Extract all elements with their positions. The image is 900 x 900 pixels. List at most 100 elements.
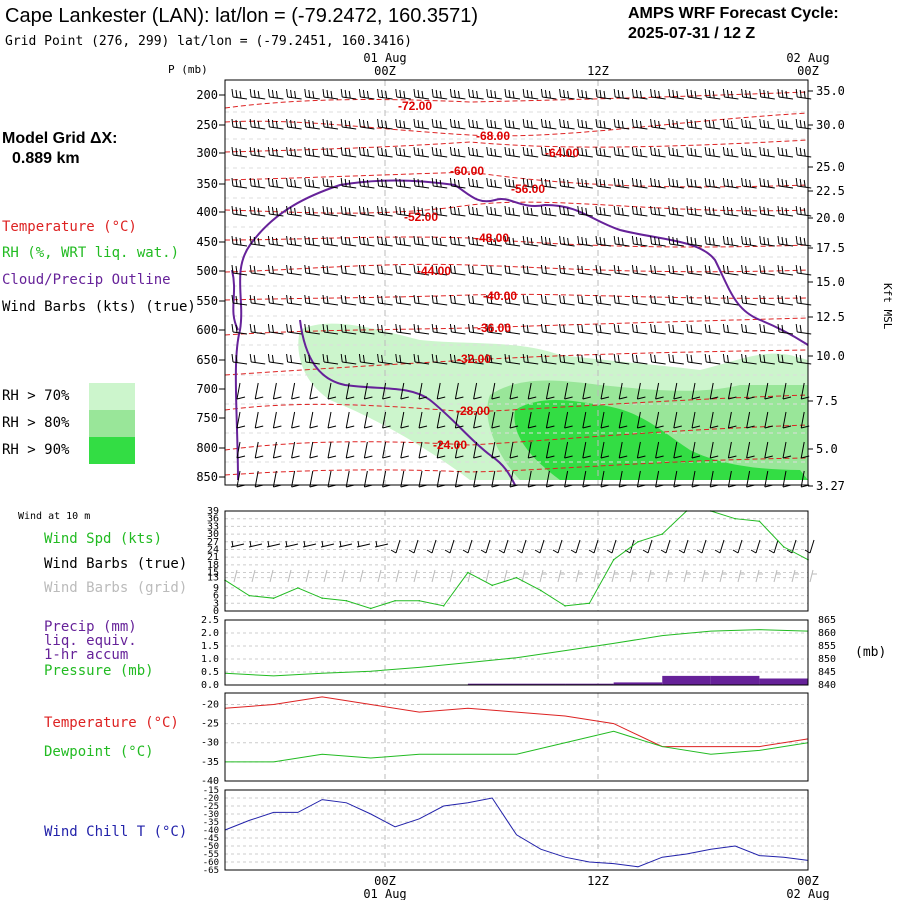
- wind-barb: [522, 264, 539, 276]
- dewpoint-label: Dewpoint (°C): [44, 744, 154, 760]
- wind-barb: [704, 353, 721, 365]
- wind-barb: [704, 323, 721, 335]
- wind-barb-10m: [374, 540, 389, 548]
- wind-barb: [595, 323, 612, 335]
- wind-barb: [431, 118, 448, 130]
- legend-rh90-swatch: [89, 437, 135, 464]
- wind-barb: [395, 264, 411, 276]
- wind-barb: [686, 88, 703, 100]
- wind-barb: [504, 146, 521, 158]
- wind-barb: [449, 146, 466, 158]
- wind-barb: [704, 146, 721, 158]
- wind-barb: [686, 146, 703, 158]
- top-time-axis: 01 Aug 00Z 12Z 02 Aug 00Z: [363, 51, 829, 78]
- pressure-tick-label: 600: [196, 323, 218, 337]
- pressure-unit: (mb): [855, 645, 886, 660]
- wind-frame: [224, 510, 809, 612]
- wind-barb: [613, 205, 630, 217]
- wind-barb: [741, 118, 757, 130]
- precip-bar: [710, 675, 760, 685]
- wind-barb: [454, 441, 464, 459]
- windchill-tick-label: -65: [203, 866, 219, 876]
- wind-barb: [741, 353, 757, 365]
- wind-barb: [777, 353, 794, 365]
- windchill-frame: [224, 789, 809, 871]
- top-time-3: 00Z: [797, 64, 819, 78]
- pressure-tick-label: 300: [196, 146, 218, 160]
- wind-barbs-true-label: Wind Barbs (true): [44, 556, 187, 572]
- wind-barb-10m: [714, 539, 725, 554]
- wind-barb: [431, 205, 448, 217]
- wind-barb: [782, 382, 792, 400]
- wind-barb-grid: [629, 569, 637, 583]
- wind-barb: [413, 88, 430, 100]
- temperature-contour-label: -44.00: [417, 264, 451, 278]
- wind-barb: [231, 118, 248, 130]
- temp-frame: [224, 692, 809, 782]
- pressure-tick-label: 500: [196, 264, 218, 278]
- wind-barb: [468, 235, 484, 247]
- kft-tick-label: 30.0: [816, 118, 845, 132]
- wind-barb: [254, 382, 264, 400]
- wind-barb: [704, 264, 721, 276]
- wind-barb: [595, 146, 612, 158]
- wind-barbs-xsec: [231, 88, 812, 488]
- wind-barb: [249, 146, 266, 158]
- wind-barb: [545, 382, 555, 400]
- temperature-contour-label: -32.00: [457, 352, 491, 366]
- temp-contour: [224, 91, 809, 109]
- wind-barb-10m: [426, 539, 437, 554]
- wind-barb: [509, 441, 519, 459]
- wind-barb-10m: [768, 539, 779, 554]
- precip-tick-label: 2.0: [201, 628, 219, 639]
- wind-barb: [673, 441, 682, 459]
- wind-barb: [559, 146, 575, 158]
- wind-barb: [449, 88, 466, 100]
- wind-barb: [577, 88, 593, 100]
- wind-barb: [600, 382, 610, 400]
- wind-barb: [613, 353, 630, 365]
- wind-barb: [527, 441, 537, 459]
- wind-barb: [327, 411, 337, 429]
- wind-barb: [650, 177, 666, 189]
- wind-barb: [340, 323, 357, 335]
- kft-tick-label: 20.0: [816, 211, 845, 225]
- wind-barb: [491, 382, 500, 400]
- wind-barb: [709, 382, 719, 400]
- temperature-contour-label: -28.00: [456, 404, 490, 418]
- kft-tick-label: 12.5: [816, 310, 845, 324]
- bottom-time-2: 12Z: [587, 874, 609, 888]
- wind-barb-grid: [701, 569, 709, 583]
- model-grid-value: 0.889 km: [12, 150, 80, 167]
- pressure-label: Pressure (mb): [44, 663, 154, 679]
- precip-bar: [565, 683, 614, 685]
- pressure-ticks-right: 865 860 855 850 845 840: [818, 615, 836, 691]
- wind-barb-grid: [557, 569, 565, 583]
- wind-barb: [704, 235, 721, 247]
- wind-barb: [468, 177, 484, 189]
- wind-speed-point: [637, 540, 639, 543]
- wind-barb: [704, 88, 721, 100]
- wind-barb: [468, 205, 484, 217]
- wind-speed-point: [491, 584, 494, 587]
- wind-barb: [759, 353, 775, 365]
- pressure-tick-label: 550: [196, 294, 218, 308]
- wind-barb: [631, 235, 648, 247]
- pressure-tick-label: 700: [196, 382, 218, 396]
- wind-barb: [400, 382, 409, 400]
- wind-barb: [504, 294, 521, 306]
- wind-barb: [358, 294, 375, 306]
- wind-barb: [418, 382, 428, 400]
- temperature-contour-label: -60.00: [450, 164, 484, 178]
- wind-barb: [400, 411, 409, 429]
- wind-barb: [363, 382, 373, 400]
- wind-barb-10m: [408, 539, 419, 554]
- wind-barb: [540, 235, 557, 247]
- wind-barb-grid: [323, 569, 328, 583]
- wind-barb: [540, 177, 557, 189]
- wind-barb: [322, 323, 339, 335]
- wind-barb-10m: [534, 539, 545, 554]
- wind-barb: [340, 205, 357, 217]
- wind-barb: [650, 88, 666, 100]
